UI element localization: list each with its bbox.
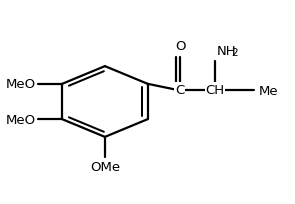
Text: CH: CH — [205, 83, 224, 96]
Text: NH: NH — [217, 45, 237, 58]
Text: O: O — [176, 40, 186, 53]
Text: C: C — [175, 83, 184, 96]
Text: MeO: MeO — [6, 113, 36, 126]
Text: OMe: OMe — [90, 160, 120, 173]
Text: 2: 2 — [232, 47, 238, 57]
Text: Me: Me — [258, 84, 278, 97]
Text: MeO: MeO — [6, 78, 36, 91]
